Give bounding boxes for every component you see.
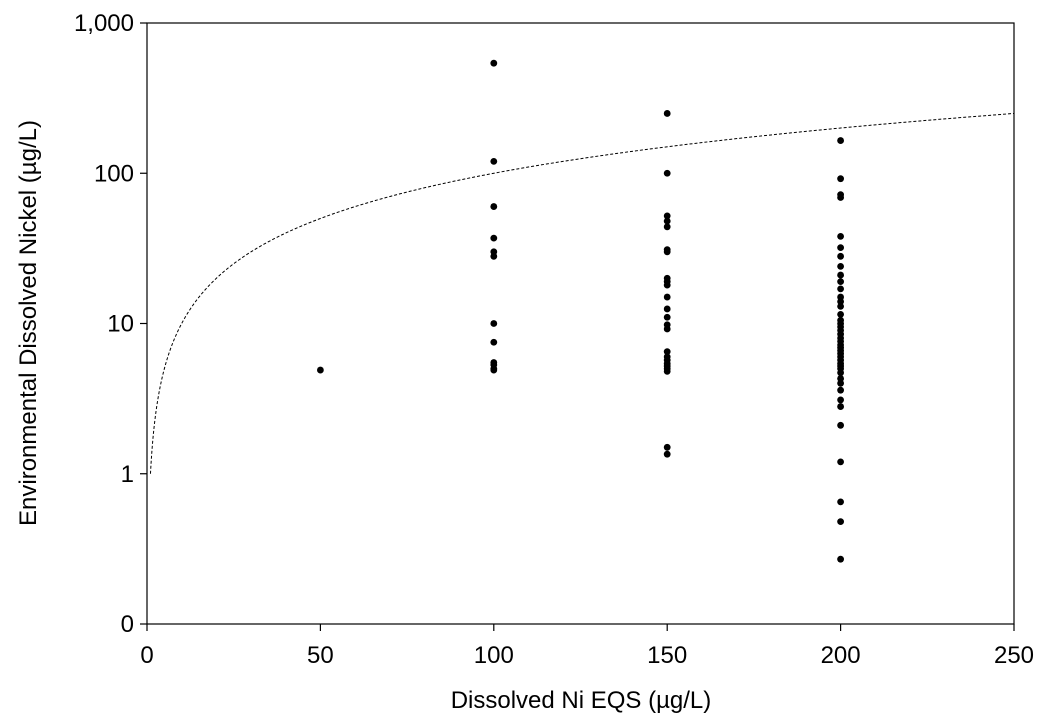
x-tick-label: 250: [994, 642, 1034, 669]
data-point: [663, 169, 671, 177]
data-point: [837, 252, 844, 260]
data-point: [663, 110, 671, 117]
x-axis-ticks: 0 50 100 150 200 250: [140, 624, 1034, 669]
data-point: [837, 555, 844, 563]
data-point: [663, 367, 671, 375]
x-tick-label: 100: [474, 642, 514, 669]
data-point: [663, 443, 671, 451]
data-point: [490, 59, 498, 67]
data-point: [663, 293, 671, 301]
data-point: [490, 157, 498, 165]
data-point: [837, 244, 844, 252]
data-point: [663, 223, 671, 231]
data-point: [317, 366, 324, 374]
data-point: [837, 194, 844, 201]
data-point: [663, 248, 671, 256]
y-tick-label: 1,000: [74, 10, 134, 37]
data-point: [490, 234, 498, 242]
data-point: [663, 217, 671, 225]
data-point: [837, 278, 844, 286]
data-point: [837, 458, 844, 466]
data-point: [837, 298, 844, 305]
data-point: [837, 421, 844, 429]
data-point: [490, 320, 498, 327]
data-point: [663, 281, 671, 289]
data-point: [837, 310, 844, 318]
data-point: [837, 232, 844, 240]
x-tick-label: 150: [647, 642, 687, 669]
data-point: [837, 137, 844, 144]
y-tick-label: 10: [107, 311, 134, 338]
data-point: [663, 212, 671, 220]
data-point: [663, 450, 671, 458]
data-point: [837, 518, 844, 526]
data-point: [663, 313, 671, 321]
data-point: [837, 302, 844, 310]
data-point: [837, 285, 844, 293]
data-point: [837, 386, 844, 394]
x-tick-label: 0: [140, 642, 153, 669]
data-point: [663, 305, 671, 313]
data-point: [490, 338, 498, 346]
plot-area: [146, 22, 1015, 625]
data-points-group: [317, 59, 844, 563]
y-tick-label: 1: [121, 461, 134, 488]
data-point: [837, 396, 844, 404]
y-axis-ticks: 0 1 10 100 1,000: [74, 10, 147, 638]
x-tick-label: 200: [821, 642, 861, 669]
data-point: [663, 325, 671, 333]
data-point: [837, 262, 844, 270]
data-point: [837, 271, 844, 279]
y-tick-label: 0: [121, 611, 134, 638]
data-point: [837, 175, 844, 183]
x-tick-label: 50: [307, 642, 334, 669]
plot-frame: [146, 22, 1015, 625]
reference-line-y-equals-x: [149, 112, 1015, 474]
data-point: [490, 203, 498, 210]
data-point: [837, 498, 844, 506]
data-point: [837, 375, 844, 382]
y-tick-label: 100: [94, 160, 134, 187]
data-point: [490, 366, 498, 374]
data-point: [663, 348, 671, 356]
reference-line-group: [149, 112, 1015, 474]
y-axis-title: Environmental Dissolved Nickel (µg/L): [15, 120, 42, 526]
data-point: [490, 252, 498, 260]
data-point: [837, 403, 844, 410]
data-point: [837, 369, 844, 377]
data-point: [837, 379, 844, 387]
x-axis-title: Dissolved Ni EQS (µg/L): [451, 687, 712, 714]
